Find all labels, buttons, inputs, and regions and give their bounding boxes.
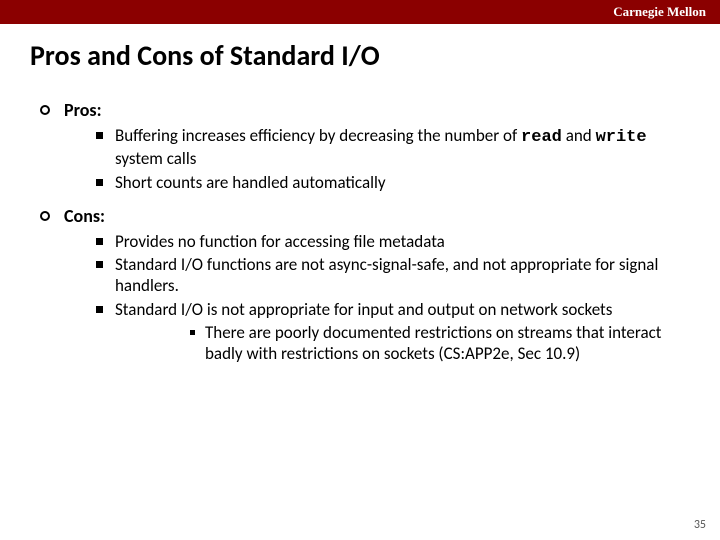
university-name: Carnegie Mellon — [613, 4, 706, 20]
square-bullet-icon — [96, 238, 103, 245]
list-item: There are poorly documented restrictions… — [190, 322, 690, 365]
page-number: 35 — [694, 518, 706, 532]
list-item: Short counts are handled automatically — [96, 172, 690, 193]
cons-heading: Cons: — [40, 205, 690, 227]
pros-label: Pros: — [64, 99, 102, 121]
cons-list: Provides no function for accessing file … — [40, 231, 690, 365]
square-bullet-icon — [96, 179, 103, 186]
slide-title: Pros and Cons of Standard I/O — [0, 24, 720, 83]
header-bar: Carnegie Mellon — [0, 0, 720, 24]
code-fragment: read — [521, 128, 562, 147]
square-bullet-icon — [96, 306, 103, 313]
text-fragment: and — [562, 125, 596, 146]
pros-heading: Pros: — [40, 99, 690, 121]
list-item-text: Standard I/O is not appropriate for inpu… — [115, 299, 612, 320]
pros-list: Buffering increases efficiency by decrea… — [40, 125, 690, 193]
cons-label: Cons: — [64, 205, 105, 227]
list-item-text: Standard I/O functions are not async-sig… — [115, 254, 675, 297]
list-item: Buffering increases efficiency by decrea… — [96, 125, 690, 170]
text-fragment: system calls — [115, 148, 196, 169]
list-item: Standard I/O is not appropriate for inpu… — [96, 299, 690, 320]
text-fragment: Buffering increases efficiency by decrea… — [115, 125, 521, 146]
square-bullet-icon — [96, 132, 103, 139]
slide-body: Pros: Buffering increases efficiency by … — [0, 83, 720, 364]
code-fragment: write — [596, 128, 647, 147]
square-bullet-icon — [96, 261, 103, 268]
square-bullet-icon — [190, 330, 195, 335]
list-item: Standard I/O functions are not async-sig… — [96, 254, 690, 297]
circle-bullet-icon — [40, 105, 50, 115]
list-item-text: Provides no function for accessing file … — [115, 231, 445, 252]
list-item-text: Buffering increases efficiency by decrea… — [115, 125, 675, 170]
cons-sublist: There are poorly documented restrictions… — [96, 322, 690, 365]
list-item-text: There are poorly documented restrictions… — [205, 322, 690, 365]
circle-bullet-icon — [40, 211, 50, 221]
list-item-text: Short counts are handled automatically — [115, 172, 386, 193]
list-item: Provides no function for accessing file … — [96, 231, 690, 252]
